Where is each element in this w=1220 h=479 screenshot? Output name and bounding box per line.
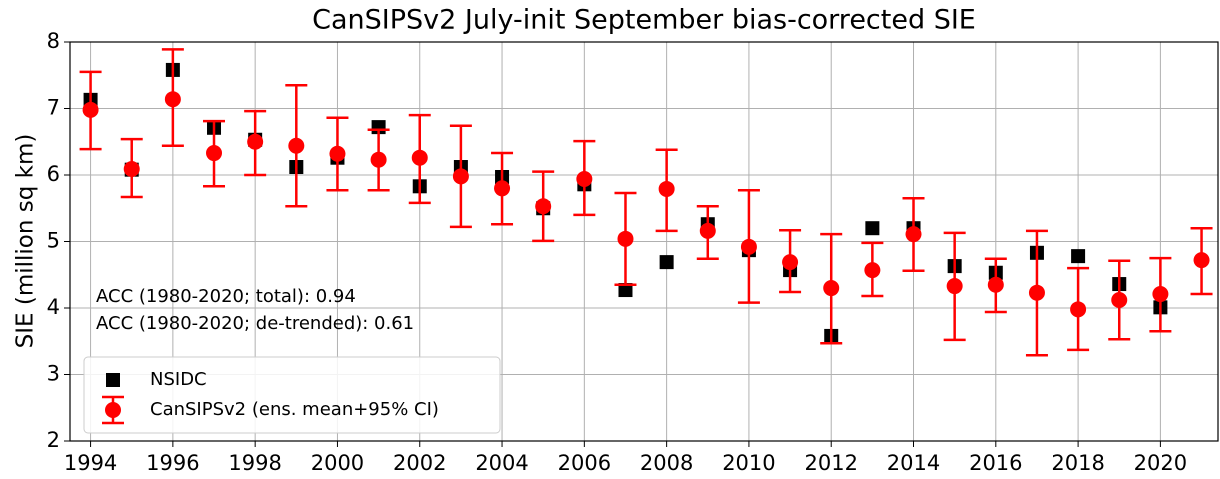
y-tick-label: 3 <box>47 362 60 386</box>
circle-marker <box>1070 301 1087 318</box>
x-tick-label: 2002 <box>393 451 446 475</box>
x-tick-label: 2020 <box>1134 451 1187 475</box>
circle-marker <box>617 230 634 247</box>
y-tick-label: 4 <box>47 295 60 319</box>
plot-frame <box>69 41 1219 442</box>
circle-marker <box>823 280 840 297</box>
legend-label: NSIDC <box>150 369 207 390</box>
y-tick-label: 2 <box>47 428 60 452</box>
y-tick-label: 7 <box>47 96 60 120</box>
square-marker <box>659 255 674 270</box>
circle-marker <box>370 151 387 168</box>
square-marker <box>1071 249 1086 264</box>
circle-marker <box>946 278 963 295</box>
circle-marker <box>658 180 675 197</box>
circle-marker <box>247 133 264 150</box>
x-tick-label: 2008 <box>640 451 693 475</box>
circle-marker <box>494 180 511 197</box>
circle-marker <box>82 101 99 118</box>
square-marker <box>618 283 633 298</box>
legend-marker <box>106 373 120 387</box>
annotation: ACC (1980-2020; de-trended): 0.61 <box>96 313 414 334</box>
circle-marker <box>329 145 346 162</box>
circle-marker <box>1111 292 1128 309</box>
x-tick-label: 2000 <box>311 451 364 475</box>
x-tick-label: 1998 <box>228 451 281 475</box>
annotation: ACC (1980-2020; total): 0.94 <box>96 286 356 307</box>
legend-label: CanSIPSv2 (ens. mean+95% CI) <box>150 399 439 420</box>
circle-marker <box>699 222 716 239</box>
y-axis-label: SIE (million sq km) <box>13 134 39 349</box>
x-tick-label: 2004 <box>475 451 528 475</box>
y-tick-label: 6 <box>47 162 60 186</box>
circle-marker <box>576 170 593 187</box>
circle-marker <box>987 276 1004 293</box>
x-tick-label: 2018 <box>1051 451 1104 475</box>
circle-marker <box>1193 252 1210 269</box>
circle-marker <box>1152 286 1169 303</box>
circle-marker <box>206 145 223 162</box>
circle-marker <box>864 262 881 279</box>
circle-marker <box>782 254 799 271</box>
x-tick-label: 1996 <box>146 451 199 475</box>
legend-box <box>83 356 501 434</box>
x-tick-label: 2006 <box>558 451 611 475</box>
circle-marker <box>905 226 922 243</box>
circle-marker <box>164 91 181 108</box>
y-tick-label: 5 <box>47 229 60 253</box>
circle-marker <box>740 238 757 255</box>
x-tick-label: 2010 <box>722 451 775 475</box>
x-tick-label: 2014 <box>887 451 940 475</box>
circle-marker <box>1028 284 1045 301</box>
square-marker <box>865 221 880 236</box>
y-tick-label: 8 <box>47 29 60 53</box>
circle-marker <box>288 137 305 154</box>
x-tick-label: 2016 <box>969 451 1022 475</box>
x-tick-label: 1994 <box>64 451 117 475</box>
circle-marker <box>452 168 469 185</box>
x-tick-label: 2012 <box>804 451 857 475</box>
legend-marker <box>105 402 121 418</box>
circle-marker <box>535 198 552 215</box>
circle-marker <box>123 161 140 178</box>
chart-title: CanSIPSv2 July-init September bias-corre… <box>312 5 976 36</box>
circle-marker <box>411 149 428 166</box>
